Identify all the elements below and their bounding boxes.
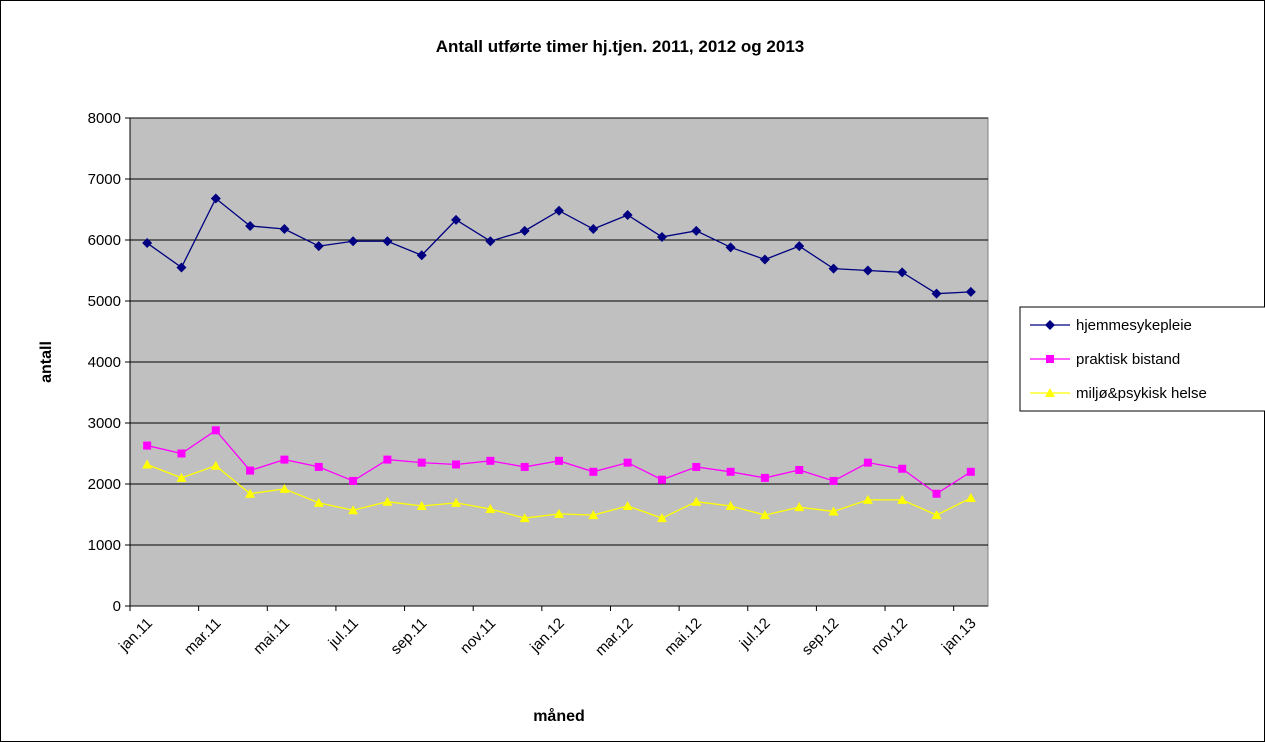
chart-title: Antall utførte timer hj.tjen. 2011, 2012…	[436, 37, 804, 56]
data-point	[554, 205, 564, 216]
data-point	[726, 467, 735, 476]
data-point	[142, 459, 153, 469]
legend-label: miljø&psykisk helse	[1076, 385, 1207, 402]
data-point	[725, 242, 736, 253]
y-tick-label: 6000	[88, 232, 121, 249]
data-point	[245, 220, 256, 231]
data-point	[313, 497, 324, 507]
data-point	[588, 510, 599, 520]
data-point	[383, 455, 392, 464]
data-point	[863, 458, 872, 467]
data-point	[759, 510, 770, 520]
data-point	[210, 193, 221, 204]
data-point	[657, 475, 666, 484]
data-point	[828, 263, 839, 274]
data-point	[520, 462, 529, 471]
legend-label: praktisk bistand	[1076, 351, 1180, 368]
y-tick-label: 2000	[88, 476, 121, 493]
data-point	[622, 209, 633, 220]
data-point	[416, 500, 427, 510]
data-point	[279, 224, 290, 235]
data-point	[245, 488, 256, 498]
data-point	[211, 426, 220, 435]
data-point	[486, 456, 495, 465]
y-tick-label: 1000	[88, 537, 121, 554]
data-point	[795, 465, 804, 474]
data-point	[451, 214, 462, 225]
data-point	[280, 455, 289, 464]
data-point	[965, 286, 976, 297]
data-point	[794, 241, 805, 252]
data-point	[519, 225, 530, 236]
data-point	[554, 508, 564, 518]
y-tick-label: 5000	[88, 293, 121, 310]
data-point	[210, 460, 221, 470]
data-point	[794, 502, 805, 512]
legend-marker	[1045, 388, 1055, 397]
data-point	[725, 500, 736, 510]
data-point	[348, 236, 359, 247]
legend-marker	[1045, 320, 1055, 330]
data-point	[176, 262, 187, 273]
y-tick-label: 8000	[88, 110, 121, 127]
data-point	[451, 497, 462, 507]
data-point	[862, 494, 873, 504]
data-point	[142, 238, 153, 249]
data-point	[691, 496, 702, 506]
data-point	[588, 224, 599, 235]
data-point	[177, 449, 186, 458]
data-point	[349, 476, 358, 485]
data-point	[965, 493, 976, 503]
data-point	[348, 505, 359, 515]
data-point	[279, 483, 290, 493]
data-point	[485, 236, 496, 247]
data-point	[656, 231, 667, 242]
data-point	[691, 225, 702, 236]
data-point	[416, 250, 427, 261]
data-point	[760, 473, 769, 482]
data-point	[314, 462, 323, 471]
data-point	[828, 506, 839, 516]
legend-marker	[1046, 355, 1054, 363]
data-point	[862, 265, 873, 276]
data-point	[555, 456, 563, 465]
data-point	[759, 254, 770, 265]
y-tick-label: 7000	[88, 171, 121, 188]
data-point	[966, 467, 975, 476]
y-axis-title: antall	[38, 341, 55, 383]
data-point	[382, 236, 393, 247]
data-point	[485, 504, 496, 514]
data-point	[246, 466, 255, 475]
y-tick-label: 0	[113, 598, 121, 615]
data-point	[589, 467, 598, 476]
data-point	[931, 288, 942, 299]
data-point	[623, 458, 632, 467]
x-axis-title: måned	[533, 707, 585, 725]
data-point	[382, 496, 393, 506]
y-tick-label: 4000	[88, 354, 121, 371]
data-point	[656, 513, 667, 523]
data-point	[829, 476, 838, 485]
data-point	[932, 489, 941, 498]
y-tick-label: 3000	[88, 415, 121, 432]
data-point	[931, 510, 942, 520]
data-point	[176, 472, 187, 482]
data-point	[519, 513, 530, 523]
legend-label: hjemmesykepleie	[1076, 317, 1192, 334]
data-point	[897, 494, 908, 504]
data-point	[692, 462, 701, 471]
data-point	[143, 441, 152, 450]
data-point	[452, 460, 461, 469]
data-point	[622, 500, 633, 510]
data-point	[417, 458, 426, 467]
data-point	[898, 464, 907, 473]
data-point	[897, 267, 908, 278]
data-point	[313, 241, 324, 252]
